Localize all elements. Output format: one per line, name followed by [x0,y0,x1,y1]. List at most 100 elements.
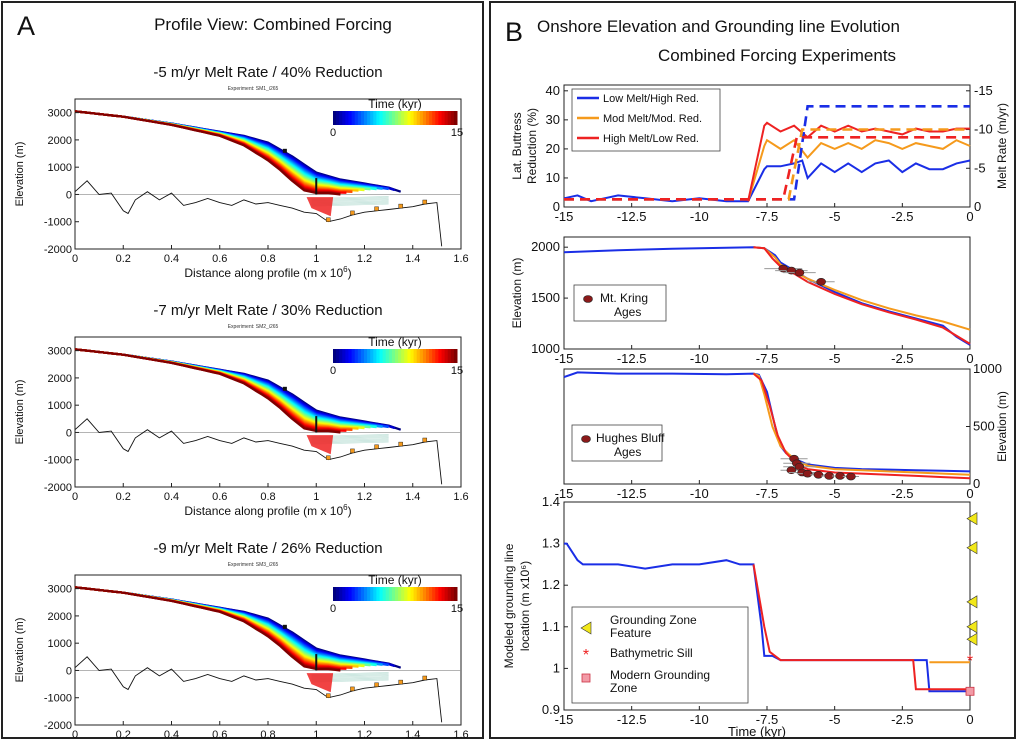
bed-marker [374,682,379,688]
colorbar-swatch [348,587,353,601]
colorbar-swatch [416,111,421,125]
y-tick-label: -2000 [44,482,72,494]
colorbar-swatch [407,111,411,125]
age-point [813,470,824,479]
colorbar-swatch [360,111,365,125]
x-tick-label: -12.5 [617,351,647,366]
x-tick-label: 1.4 [405,491,420,503]
colorbar-swatch [336,349,340,363]
colorbar-swatch [388,349,393,363]
y-tick-label: 1000 [48,400,72,412]
colorbar-swatch [438,349,442,363]
bed-marker [350,448,355,454]
colorbar-swatch [444,349,449,363]
colorbar-swatch [398,587,402,601]
y-tick-label: 30 [546,112,560,127]
x-tick-label: -10 [690,209,709,224]
colorbar-swatch [364,349,368,363]
grounding-line [752,564,970,691]
colorbar-swatch [342,111,346,125]
x-tick-label: 0 [966,209,973,224]
y-axis-label: Elevation (m) [14,380,26,445]
colorbar-swatch [404,349,408,363]
x-tick-label: -12.5 [617,209,647,224]
colorbar-swatch [385,111,390,125]
colorbar-swatch [339,349,343,363]
legend-label-line2: Ages [614,445,641,459]
colorbar-swatch [364,111,368,125]
bed-marker [398,441,403,447]
x-tick-label: -5 [829,712,841,727]
y-axis-label-line2: location (m x10⁶) [518,561,532,651]
colorbar-swatch [410,349,415,363]
y-tick-label: 3000 [48,584,72,596]
x-tick-label: -2.5 [891,486,913,501]
colorbar-swatch [382,349,387,363]
colorbar-swatch [333,111,337,125]
x-tick-label: 1.2 [357,729,372,739]
colorbar-swatch [422,587,427,601]
age-point [846,472,856,481]
legend-label: Low Melt/High Red. [603,93,699,105]
colorbar-swatch [367,587,371,601]
colorbar-swatch [410,111,415,125]
grounding-zone-feature-marker [966,595,978,609]
x-axis-label: Distance along profile (m x 106) [184,503,351,518]
colorbar-swatch [391,111,396,125]
colorbar-swatch [416,349,421,363]
x-tick-label: -10 [690,486,709,501]
colorbar-swatch [388,587,393,601]
bed-marker [422,199,428,205]
colorbar-swatch [339,587,343,601]
colorbar-swatch [370,111,374,125]
x-tick-label: -15 [555,712,574,727]
colorbar-swatch [447,587,452,601]
x-tick-label: -7.5 [756,712,778,727]
y-axis-label: Elevation (m) [14,142,26,207]
colorbar-swatch [429,349,433,363]
colorbar-swatch [395,349,399,363]
colorbar-swatch [432,587,436,601]
colorbar-swatch [348,349,353,363]
colorbar-swatch [438,111,442,125]
colorbar-swatch [373,349,377,363]
legend-label: Mod Melt/Mod. Red. [603,113,702,125]
colorbar-swatch [413,111,418,125]
colorbar-swatch [435,349,439,363]
profile-chart-subtitle: Experiment: SM3_i265 [228,562,279,568]
colorbar-swatch [429,111,433,125]
colorbar-swatch [373,111,377,125]
colorbar-swatch [357,587,362,601]
colorbar-swatch [370,349,374,363]
legend-box [571,606,749,704]
colorbar-swatch [367,349,371,363]
profile-chart-3: -9 m/yr Melt Rate / 26% Reduction Experim… [14,540,469,739]
legend-label-line1: Hughes Bluff [596,431,665,445]
colorbar-swatch [354,349,359,363]
profile-charts: -5 m/yr Melt Rate / 40% Reduction Experim… [14,64,469,739]
colorbar-tick-label: 15 [451,603,463,615]
legend: Low Melt/High Red. Mod Melt/Mod. Red. High… [571,88,721,152]
x-tick-label: 1 [313,729,319,739]
x-tick-label: -12.5 [617,712,647,727]
x-tick-label: 0 [72,253,78,265]
y-tick-label: -1000 [44,217,72,229]
legend-label: Zone [610,681,638,695]
legend-label: Bathymetric Sill [610,646,693,660]
legend-swatch [581,435,591,443]
panel-a-title: Profile View: Combined Forcing [154,15,392,34]
x-tick-label: 1.6 [453,729,468,739]
colorbar-swatch [388,111,393,125]
colorbar-swatch [404,587,408,601]
colorbar-swatch [447,349,452,363]
x-tick-label: 0.8 [260,729,275,739]
x-tick-label: -7.5 [756,209,778,224]
y-tick-label: 1000 [531,341,560,356]
y-tick-label: 1000 [48,162,72,174]
y-tick-label: 1.3 [542,536,560,551]
y2-axis-label: Elevation (m) [995,391,1009,462]
x-tick-label: -7.5 [756,351,778,366]
colorbar-swatch [370,587,374,601]
colorbar-swatch [360,587,365,601]
